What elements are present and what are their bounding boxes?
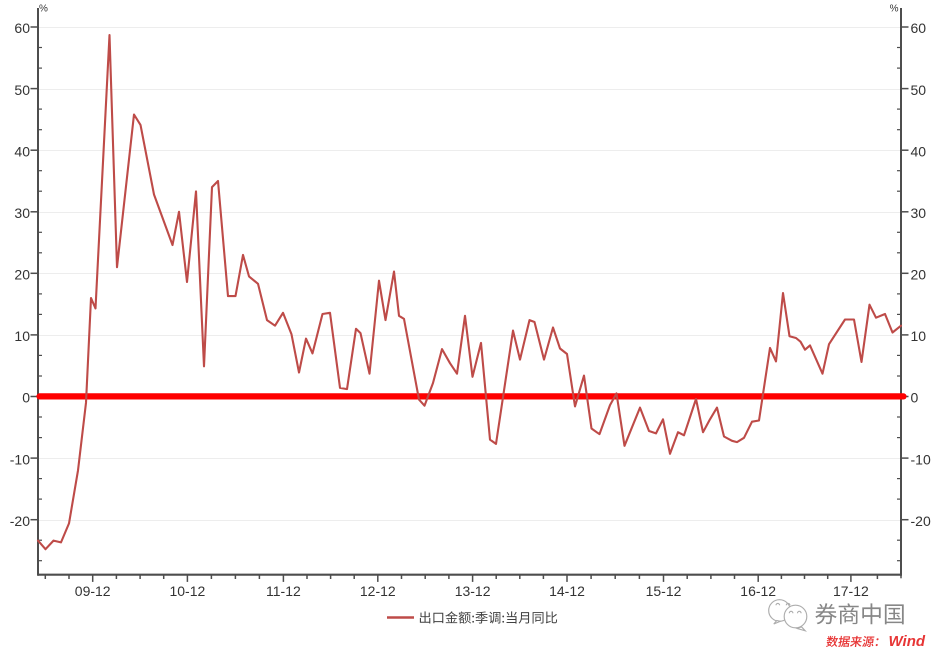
svg-text:15-12: 15-12 (646, 583, 682, 599)
svg-text:%: % (39, 4, 48, 15)
svg-text:20: 20 (14, 267, 30, 283)
svg-text:10-12: 10-12 (169, 583, 205, 599)
svg-text:Wind: Wind (889, 633, 926, 650)
svg-text:30: 30 (14, 205, 30, 221)
svg-text:11-12: 11-12 (266, 583, 301, 599)
svg-text:-20: -20 (10, 513, 30, 529)
svg-text:12-12: 12-12 (360, 583, 396, 599)
svg-text:-20: -20 (911, 513, 931, 529)
svg-text:16-12: 16-12 (740, 583, 776, 599)
svg-text:09-12: 09-12 (75, 583, 111, 599)
svg-text:14-12: 14-12 (549, 583, 585, 599)
svg-text:30: 30 (911, 205, 927, 221)
svg-text:10: 10 (911, 328, 927, 344)
svg-text:-10: -10 (10, 451, 30, 467)
svg-text:60: 60 (14, 20, 30, 36)
svg-text:50: 50 (911, 82, 927, 98)
svg-text:0: 0 (911, 390, 919, 406)
svg-text:-10: -10 (911, 451, 931, 467)
svg-text:20: 20 (911, 267, 927, 283)
svg-text:0: 0 (22, 390, 30, 406)
svg-text:60: 60 (911, 20, 927, 36)
svg-text:17-12: 17-12 (833, 583, 869, 599)
svg-text:40: 40 (14, 143, 30, 159)
svg-text:40: 40 (911, 143, 927, 159)
svg-text:%: % (890, 4, 899, 15)
svg-text:10: 10 (14, 328, 30, 344)
svg-text:50: 50 (14, 82, 30, 98)
svg-text:13-12: 13-12 (455, 583, 491, 599)
